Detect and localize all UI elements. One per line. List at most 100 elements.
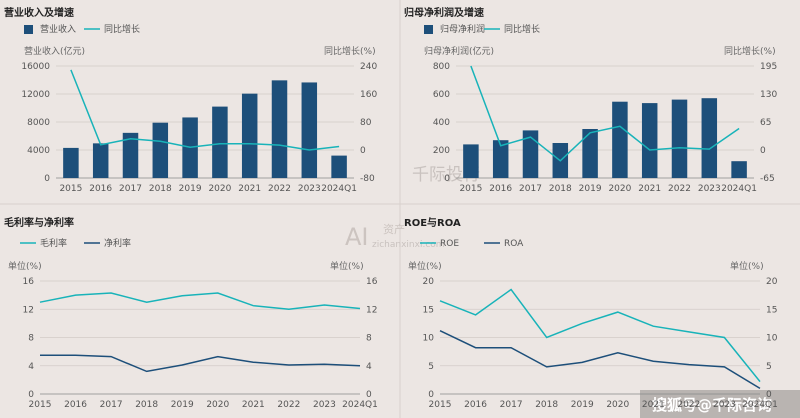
left-tick: 4: [28, 362, 34, 372]
left-tick: 400: [433, 118, 450, 128]
x-tick-label: 2020: [208, 184, 231, 194]
right-tick: 195: [760, 62, 777, 72]
x-tick-label: 2019: [171, 400, 194, 410]
x-tick-label: 2018: [149, 184, 172, 194]
legend-label: 营业收入: [40, 23, 76, 35]
right-unit: 同比增长(%): [324, 45, 376, 57]
legend-label: ROA: [504, 239, 524, 249]
left-tick: 4000: [27, 146, 50, 156]
left-unit: 单位(%): [408, 260, 442, 272]
right-tick: -65: [760, 174, 775, 184]
x-tick-label: 2015: [29, 400, 52, 410]
bar: [701, 98, 718, 178]
right-tick: 12: [366, 305, 377, 315]
x-tick-label: 2024Q1: [342, 400, 378, 410]
bar: [641, 103, 658, 178]
bar: [582, 129, 598, 178]
bar: [122, 132, 139, 178]
x-tick-label: 2021: [242, 400, 265, 410]
left-tick: 0: [44, 174, 50, 184]
legend-swatch: [424, 25, 433, 34]
legend-label: 净利率: [104, 237, 131, 249]
right-tick: 8: [366, 334, 372, 344]
bar: [463, 144, 479, 178]
left-tick: 16000: [21, 62, 50, 72]
left-tick: 8: [28, 334, 34, 344]
left-tick: 12000: [21, 90, 50, 100]
x-tick-label: 2018: [549, 184, 572, 194]
legend-swatch: [24, 25, 33, 34]
left-tick: 600: [433, 90, 450, 100]
legend-label: 毛利率: [40, 237, 67, 249]
right-tick: 5: [766, 362, 772, 372]
series-line-2: [70, 69, 340, 151]
left-tick: 0: [428, 390, 434, 400]
right-tick: 0: [360, 146, 366, 156]
watermark-ai-logo: AI: [345, 223, 369, 251]
bar: [271, 80, 288, 178]
left-tick: 800: [433, 62, 450, 72]
x-tick-label: 2021: [642, 400, 665, 410]
chart-title: 归母净利润及增速: [404, 6, 484, 19]
bar: [212, 106, 228, 178]
left-unit: 归母净利润(亿元): [424, 45, 494, 57]
left-tick: 200: [433, 146, 450, 156]
right-tick: 65: [760, 118, 771, 128]
right-tick: 4: [366, 362, 372, 372]
x-tick-label: 2016: [64, 400, 87, 410]
left-tick: 8000: [27, 118, 50, 128]
right-tick: -80: [360, 174, 375, 184]
x-tick-label: 2019: [579, 184, 602, 194]
brand-badge: [640, 390, 800, 418]
bar: [152, 122, 169, 178]
x-tick-label: 2017: [100, 400, 123, 410]
x-tick-label: 2016: [489, 184, 512, 194]
x-tick-label: 2015: [459, 184, 482, 194]
x-tick-label: 2018: [535, 400, 558, 410]
right-tick: 10: [766, 334, 778, 344]
x-tick-label: 2021: [238, 184, 261, 194]
right-tick: 240: [360, 62, 377, 72]
series-line-1: [39, 292, 361, 311]
bar: [671, 99, 688, 178]
bar: [522, 130, 539, 178]
x-tick-label: 2024Q1: [721, 184, 757, 194]
left-tick: 0: [28, 390, 34, 400]
brand-text: 搜狐号@千际咨询: [652, 396, 772, 414]
chart-title: 毛利率与净利率: [4, 216, 74, 229]
left-tick: 0: [444, 174, 450, 184]
bar: [612, 101, 628, 178]
x-tick-label: 2022: [677, 400, 700, 410]
right-tick: 0: [366, 390, 372, 400]
left-unit: 营业收入(亿元): [24, 45, 85, 57]
right-tick: 160: [360, 90, 377, 100]
right-unit: 同比增长(%): [724, 45, 776, 57]
left-unit: 单位(%): [8, 260, 42, 272]
legend-label: 同比增长: [504, 23, 540, 35]
x-tick-label: 2017: [500, 400, 523, 410]
x-tick-label: 2016: [89, 184, 112, 194]
bar: [92, 143, 109, 178]
series-line-2: [439, 330, 761, 390]
legend-label: 归母净利润: [440, 23, 485, 35]
x-tick-label: 2016: [464, 400, 487, 410]
right-tick: 130: [760, 90, 777, 100]
x-tick-label: 2018: [135, 400, 158, 410]
bar: [731, 161, 747, 178]
series-line-1: [439, 288, 761, 383]
watermark-text: 千际投行: [412, 165, 480, 185]
x-tick-label: 2024Q1: [321, 184, 357, 194]
x-tick-label: 2017: [519, 184, 542, 194]
x-tick-label: 2015: [59, 184, 82, 194]
bar: [301, 82, 318, 178]
left-tick: 20: [423, 277, 435, 287]
x-tick-label: 2020: [206, 400, 229, 410]
left-tick: 10: [423, 334, 435, 344]
legend-label: ROE: [440, 239, 459, 249]
right-tick: 20: [766, 277, 778, 287]
